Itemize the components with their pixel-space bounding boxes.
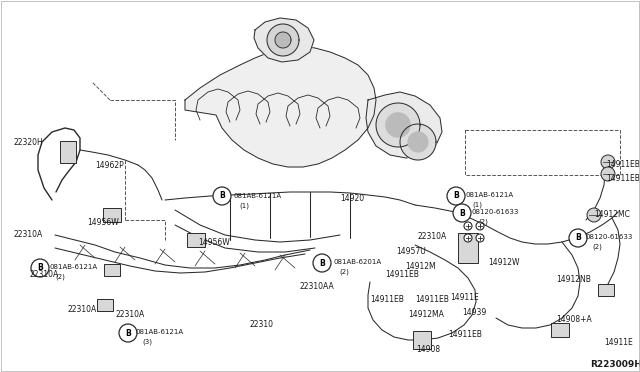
Text: B: B	[319, 259, 325, 267]
Circle shape	[453, 204, 471, 222]
Polygon shape	[376, 103, 420, 147]
Text: B: B	[459, 208, 465, 218]
Text: 14956W: 14956W	[198, 238, 230, 247]
Text: 14911E: 14911E	[450, 293, 479, 302]
Circle shape	[464, 222, 472, 230]
Text: 081AB-6121A: 081AB-6121A	[49, 264, 97, 270]
Text: (2): (2)	[478, 219, 488, 225]
Text: 14908+A: 14908+A	[556, 315, 592, 324]
Text: 14912NB: 14912NB	[556, 275, 591, 284]
Text: 22310A: 22310A	[418, 232, 447, 241]
Circle shape	[476, 234, 484, 242]
Bar	[551, 323, 569, 337]
Polygon shape	[386, 113, 410, 137]
Polygon shape	[275, 32, 291, 48]
Text: 14911EB: 14911EB	[385, 270, 419, 279]
Bar	[458, 233, 478, 263]
Text: (3): (3)	[142, 339, 152, 345]
Text: 081AB-6121A: 081AB-6121A	[466, 192, 514, 198]
Text: 081AB-6201A: 081AB-6201A	[333, 259, 381, 265]
Polygon shape	[185, 46, 376, 167]
Circle shape	[313, 254, 331, 272]
Circle shape	[569, 229, 587, 247]
Circle shape	[213, 187, 231, 205]
Text: 14939: 14939	[462, 308, 486, 317]
Circle shape	[601, 167, 615, 181]
Text: 22310: 22310	[250, 320, 274, 329]
Text: 14911EB: 14911EB	[370, 295, 404, 304]
Text: 22310AA: 22310AA	[300, 282, 335, 291]
Text: 14911EB: 14911EB	[606, 160, 640, 169]
Bar	[60, 141, 76, 163]
Polygon shape	[366, 92, 442, 158]
Text: 14911EB: 14911EB	[606, 174, 640, 183]
Text: 081AB-6121A: 081AB-6121A	[136, 329, 184, 335]
Text: 14956W: 14956W	[87, 218, 119, 227]
Bar	[97, 299, 113, 311]
Polygon shape	[400, 124, 436, 160]
Text: 14912MA: 14912MA	[408, 310, 444, 319]
Text: (2): (2)	[55, 274, 65, 280]
Text: 08120-61633: 08120-61633	[472, 209, 520, 215]
Bar	[104, 264, 120, 276]
Circle shape	[31, 259, 49, 277]
Text: (2): (2)	[592, 244, 602, 250]
Bar	[103, 208, 121, 222]
Text: R223009H: R223009H	[590, 360, 640, 369]
Text: 14912W: 14912W	[488, 258, 520, 267]
Bar	[187, 233, 205, 247]
Circle shape	[447, 187, 465, 205]
Text: 081AB-6121A: 081AB-6121A	[233, 193, 281, 199]
Circle shape	[601, 155, 615, 169]
Text: (1): (1)	[472, 202, 482, 208]
Text: 22310A: 22310A	[14, 230, 44, 239]
Text: B: B	[575, 234, 581, 243]
Text: 14912M: 14912M	[405, 262, 436, 271]
Bar	[598, 284, 614, 296]
Text: 14912MC: 14912MC	[594, 210, 630, 219]
Circle shape	[587, 208, 601, 222]
Circle shape	[119, 324, 137, 342]
Text: 14920: 14920	[340, 194, 364, 203]
Text: (1): (1)	[239, 203, 249, 209]
Polygon shape	[267, 24, 299, 56]
Text: B: B	[125, 328, 131, 337]
Text: 14908: 14908	[416, 345, 440, 354]
Text: 22310A: 22310A	[30, 270, 60, 279]
Text: 08120-61633: 08120-61633	[586, 234, 634, 240]
Text: B: B	[453, 192, 459, 201]
Text: B: B	[219, 192, 225, 201]
Text: 14957U: 14957U	[396, 247, 426, 256]
Text: 14911EB: 14911EB	[415, 295, 449, 304]
Bar	[413, 331, 431, 349]
Text: B: B	[37, 263, 43, 273]
Text: 22310A: 22310A	[115, 310, 144, 319]
Text: 14911EB: 14911EB	[448, 330, 482, 339]
Text: 22320H: 22320H	[14, 138, 44, 147]
Polygon shape	[408, 132, 428, 152]
Text: 14962P: 14962P	[95, 161, 124, 170]
Text: (2): (2)	[339, 269, 349, 275]
Circle shape	[476, 222, 484, 230]
Text: 22310A: 22310A	[68, 305, 97, 314]
Circle shape	[464, 234, 472, 242]
Text: 14911E: 14911E	[604, 338, 633, 347]
Polygon shape	[254, 18, 314, 62]
